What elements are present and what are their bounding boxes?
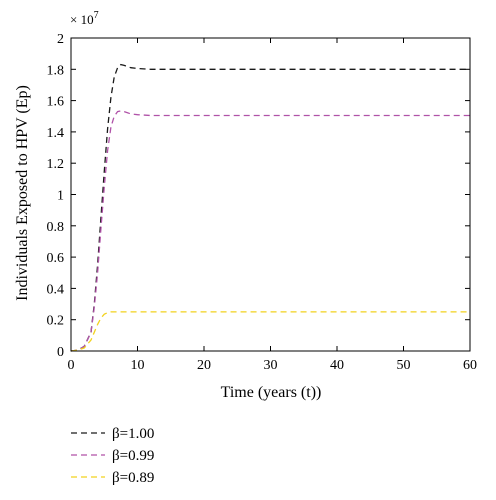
- series-line-2: [70, 311, 470, 352]
- y-multiplier-exponent: 7: [94, 10, 99, 21]
- series-line-1: [70, 110, 470, 352]
- x-tick-label: 60: [463, 358, 477, 373]
- x-tick-label: 50: [397, 358, 411, 373]
- ticks-layer: 0 10 20 30 40 50 60 0 0.2 0.4 0.6 0.8 1 1.2 1.4 1.6 1.8 2: [47, 32, 478, 373]
- y-tick-label: 0.6: [47, 251, 65, 266]
- y-tick-label: 0: [57, 345, 64, 360]
- y-tick-label: 2: [57, 32, 64, 47]
- legend-label-0: β=1.00: [112, 426, 154, 442]
- legend-label-1: β=0.99: [112, 448, 154, 464]
- legend: β=1.00 β=0.99 β=0.89: [71, 426, 154, 486]
- y-multiplier-base: × 10: [70, 12, 94, 27]
- plot-frame: [70, 37, 471, 352]
- series-line-0: [70, 63, 470, 352]
- y-tick-label: 0.8: [47, 220, 65, 235]
- x-tick-label: 20: [197, 358, 211, 373]
- x-axis-title: Time (years (t)): [221, 384, 322, 401]
- y-multiplier: × 107: [70, 10, 99, 27]
- y-axis-title: Individuals Exposed to HPV (Ep): [14, 85, 31, 301]
- x-tick-label: 40: [330, 358, 344, 373]
- x-tick-label: 0: [68, 358, 75, 373]
- data-layer: [70, 63, 470, 352]
- y-tick-label: 1.2: [47, 157, 65, 172]
- y-tick-label: 1.8: [47, 63, 65, 78]
- y-tick-label: 1: [57, 189, 64, 204]
- x-tick-label: 30: [264, 358, 278, 373]
- legend-label-2: β=0.89: [112, 470, 154, 486]
- y-tick-label: 0.2: [47, 314, 65, 329]
- y-tick-label: 1.6: [47, 95, 65, 110]
- y-tick-label: 1.4: [47, 126, 65, 141]
- y-tick-label: 0.4: [47, 282, 65, 297]
- x-tick-label: 10: [131, 358, 145, 373]
